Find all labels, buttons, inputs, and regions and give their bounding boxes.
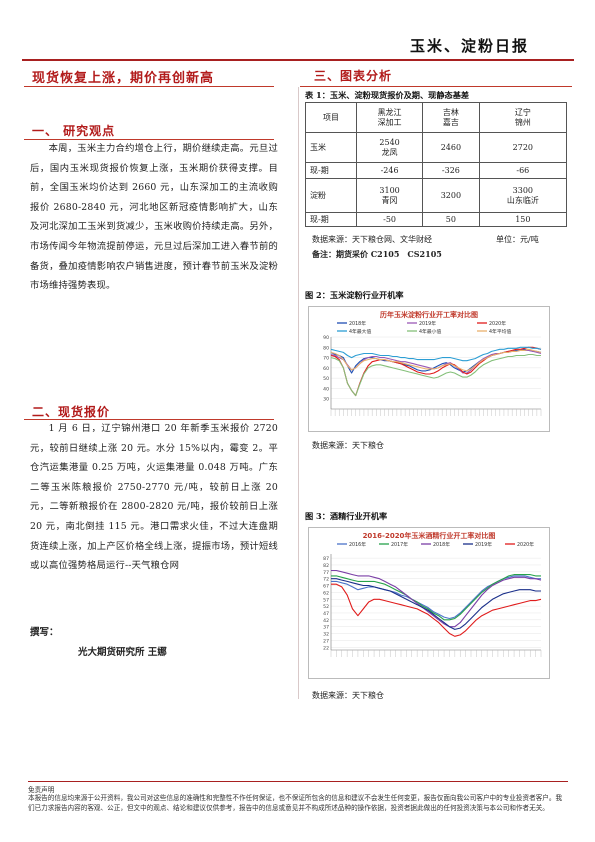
y-tick-label: 90 [323,335,329,341]
y-tick-label: 80 [323,345,329,351]
legend-label: 2017年 [391,541,408,548]
table-cell: 2540 龙凤 [355,132,424,163]
section-view-title: 一、 研究观点 [32,124,116,138]
y-tick-label: 22 [323,645,329,651]
legend-label: 2019年 [419,320,436,327]
header-rule [22,59,574,61]
footer-rule [28,781,568,782]
row-label: 玉米 [305,132,357,163]
y-tick-label: 32 [323,632,329,638]
disclaimer-text: 本报告的信息均来源于公开资料，我公司对这些信息的准确性和完整性不作任何保证，也不… [28,794,563,812]
table-cell: 3300 山东临沂 [478,178,568,213]
y-tick-label: 60 [323,366,329,372]
view-paragraph: 本周，玉米主力合约增仓上行，期价继续走高。元旦过后，国内玉米现货报价恢复上涨，玉… [30,143,278,292]
legend-label: 2019年 [475,541,492,548]
table-cell: 150 [478,212,568,227]
legend-label: 2018年 [433,541,450,548]
y-tick-label: 57 [323,597,329,603]
section-quote-text: 1 月 6 日，辽宁锦州港口 20 年新季玉米报价 2720 元，较前日继续上涨… [30,419,278,576]
section-view-rule [24,139,274,140]
figure3-source: 数据来源：天下粮仓 [312,691,384,700]
table1-unit: 单位：元/吨 [496,235,539,244]
chart-title: 历年玉米淀粉行业开工率对比图 [380,310,478,319]
section-charts-rule [300,86,572,87]
author-label: 撰写： [30,627,59,638]
legend-label: 4年平均值 [489,328,511,335]
table-cell: 2720 [478,132,568,163]
table-header-cell: 项目 [305,102,357,133]
table-cell: -50 [355,212,424,227]
chart-title: 2016-2020年玉米酒精行业开工率对比图 [363,531,496,540]
series-line [330,348,542,372]
y-tick-label: 42 [323,618,329,624]
table1-caption: 表 1：玉米、淀粉现货报价及期、现静态基差 [305,90,470,100]
section-charts-title: 三、图表分析 [314,69,393,83]
series-line [330,353,541,397]
headline-underline [24,86,274,87]
figure3-chart: 2016-2020年玉米酒精行业开工率对比图 2016年 2017年 2018年 201… [308,527,550,679]
y-tick-label: 70 [323,356,329,362]
figure2-chart: 历年玉米淀粉行业开工率对比图 2018年 2019年 2020年 4年最大值 4年最小值 4… [308,306,550,432]
table-cell: 2460 [422,132,480,163]
table-header-cell: 吉林 嘉吉 [422,102,480,133]
disclaimer-title: 免责声明 [28,786,55,794]
table1-source: 数据来源：天下粮仓网、文华财经 [312,235,432,244]
column-divider [298,87,299,699]
table-cell: 3100 青冈 [355,178,424,213]
report-brand: 玉米、淀粉日报 [409,37,529,55]
legend-label: 4年最小值 [419,328,441,335]
series-line [331,578,541,630]
table-row: 现-期 -50 50 150 [305,212,568,227]
y-tick-label: 82 [323,563,329,569]
y-tick-label: 77 [323,570,329,576]
table-cell: 3200 [422,178,480,213]
quote-paragraph: 1 月 6 日，辽宁锦州港口 20 年新季玉米报价 2720 元，较前日继续上涨… [30,423,278,572]
table-header-cell: 黑龙江 深加工 [355,102,424,133]
row-label: 现-期 [305,162,357,179]
y-tick-label: 30 [323,397,329,403]
y-tick-label: 47 [323,611,329,617]
table-header-cell: 辽宁 锦州 [478,102,568,133]
y-tick-label: 87 [323,556,329,562]
y-tick-label: 40 [323,386,329,392]
y-tick-label: 50 [323,376,329,382]
table-row: 玉米 2540 龙凤 2460 2720 [305,132,568,163]
table-cell: 50 [422,212,480,227]
y-tick-label: 37 [323,625,329,631]
row-label: 淀粉 [305,178,357,213]
table-row: 淀粉 3100 青冈 3200 3300 山东临沂 [305,178,568,213]
y-tick-label: 67 [323,584,329,590]
y-tick-label: 62 [323,590,329,596]
legend-label: 4年最大值 [349,328,371,335]
row-label: 现-期 [305,212,357,227]
legend-label: 2020年 [489,320,506,327]
figure2-caption: 图 2：玉米淀粉行业开机率 [305,290,404,300]
legend-label: 2018年 [349,320,366,327]
author-name: 光大期货研究所 王娜 [78,647,167,658]
legend-label: 2020年 [517,541,534,548]
y-tick-label: 52 [323,604,329,610]
y-tick-label: 27 [323,638,329,644]
figure2-source: 数据来源：天下粮仓 [312,441,384,450]
series-line [331,575,541,620]
table-cell: -66 [478,162,568,179]
section-view-text: 本周，玉米主力合约增仓上行，期价继续走高。元旦过后，国内玉米现货报价恢复上涨，玉… [30,139,278,296]
series-line [331,569,542,628]
table-cell: -246 [355,162,424,179]
table1-note: 备注：期货采价 C2105 CS2105 [312,249,442,259]
series-line [331,583,542,637]
series-line [331,574,541,621]
headline: 现货恢复上涨，期价再创新高 [32,71,215,86]
legend-label: 2016年 [349,541,366,548]
table-row: 现-期 -246 -326 -66 [305,162,568,179]
y-tick-label: 72 [323,577,329,583]
starch-utilization-chart: 历年玉米淀粉行业开工率对比图 2018年 2019年 2020年 4年最大值 4年最小值 4… [323,310,542,416]
section-quote-title: 二、现货报价 [32,405,111,419]
series-line [330,346,542,362]
table-cell: -326 [422,162,480,179]
spot-price-table: 项目 黑龙江 深加工 吉林 嘉吉 辽宁 锦州 玉米 2540 龙凤 2460 2… [305,102,568,227]
section-quote-rule [24,419,274,420]
figure3-caption: 图 3：酒精行业开机率 [305,511,388,521]
